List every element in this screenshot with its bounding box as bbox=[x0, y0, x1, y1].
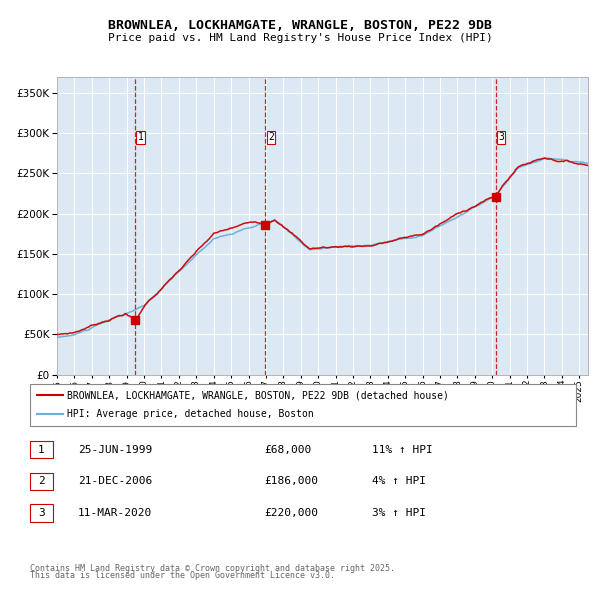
Text: 4% ↑ HPI: 4% ↑ HPI bbox=[372, 477, 426, 486]
Text: 2: 2 bbox=[268, 132, 274, 142]
Text: 1: 1 bbox=[137, 132, 143, 142]
Text: 2: 2 bbox=[38, 477, 45, 486]
Text: BROWNLEA, LOCKHAMGATE, WRANGLE, BOSTON, PE22 9DB (detached house): BROWNLEA, LOCKHAMGATE, WRANGLE, BOSTON, … bbox=[67, 391, 449, 401]
Text: 3: 3 bbox=[498, 132, 504, 142]
Text: 21-DEC-2006: 21-DEC-2006 bbox=[78, 477, 152, 486]
Text: Price paid vs. HM Land Registry's House Price Index (HPI): Price paid vs. HM Land Registry's House … bbox=[107, 34, 493, 43]
Text: 11% ↑ HPI: 11% ↑ HPI bbox=[372, 445, 433, 454]
Text: £68,000: £68,000 bbox=[264, 445, 311, 454]
Text: BROWNLEA, LOCKHAMGATE, WRANGLE, BOSTON, PE22 9DB: BROWNLEA, LOCKHAMGATE, WRANGLE, BOSTON, … bbox=[108, 19, 492, 32]
Text: £186,000: £186,000 bbox=[264, 477, 318, 486]
Text: 11-MAR-2020: 11-MAR-2020 bbox=[78, 509, 152, 518]
Text: 3: 3 bbox=[38, 509, 45, 518]
Text: 1: 1 bbox=[38, 445, 45, 454]
Text: Contains HM Land Registry data © Crown copyright and database right 2025.: Contains HM Land Registry data © Crown c… bbox=[30, 563, 395, 572]
Text: This data is licensed under the Open Government Licence v3.0.: This data is licensed under the Open Gov… bbox=[30, 571, 335, 580]
Text: HPI: Average price, detached house, Boston: HPI: Average price, detached house, Bost… bbox=[67, 409, 314, 419]
Text: £220,000: £220,000 bbox=[264, 509, 318, 518]
Text: 25-JUN-1999: 25-JUN-1999 bbox=[78, 445, 152, 454]
Text: 3% ↑ HPI: 3% ↑ HPI bbox=[372, 509, 426, 518]
